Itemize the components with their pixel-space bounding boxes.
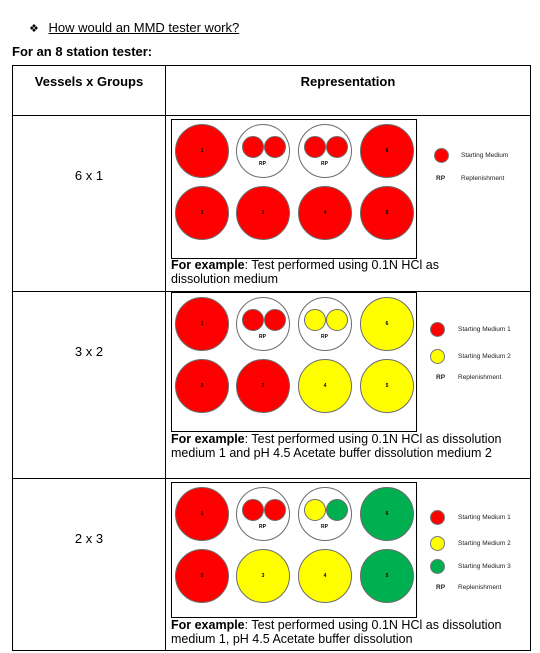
rp-label: RP [321, 161, 328, 167]
vessel-diagram: 1 RP RP 6 2 3 4 5 [171, 482, 417, 618]
header-vessels-groups: Vessels x Groups [12, 65, 166, 116]
example-label: For example [171, 432, 245, 446]
vessel-6: 6 [360, 124, 414, 178]
vessel-diagram: 1 RP RP 6 2 3 4 5 [171, 292, 417, 432]
rp-medium-dot [242, 136, 264, 158]
vessel-5: 5 [360, 186, 414, 240]
rp-medium-dot [264, 309, 286, 331]
rp-label: RP [321, 334, 328, 340]
vessel-3: 3 [236, 359, 290, 413]
vessel-2: 2 [175, 186, 229, 240]
vessel-1: 1 [175, 297, 229, 351]
example-body: : Test performed using 0.1N HCl as disso… [171, 618, 502, 646]
legend-label: Starting Medium [461, 152, 509, 159]
table-header-row: Vessels x Groups Representation [12, 65, 531, 116]
legend-rp: RP [436, 374, 446, 381]
legend-label: Replenishment [458, 584, 502, 591]
rp-medium-dot [326, 136, 348, 158]
vessel-1: 1 [175, 124, 229, 178]
legend-rp: RP [436, 584, 446, 591]
header-representation: Representation [165, 65, 531, 116]
example-body: : Test performed using 0.1N HCl as disso… [171, 432, 502, 460]
section-heading: ❖ How would an MMD tester work? [29, 20, 239, 35]
table-row: 6 x 1 1 RP RP 6 2 3 4 5 Starting Medium … [12, 115, 531, 292]
vessel-1: 1 [175, 487, 229, 541]
rp-medium-dot [304, 136, 326, 158]
vessel-3: 3 [236, 186, 290, 240]
table-row: 2 x 3 1 RP RP 6 2 3 4 5 Starting Medium … [12, 478, 531, 651]
group-label: 6 x 1 [12, 115, 166, 292]
vessel-diagram: 1 RP RP 6 2 3 4 5 [171, 119, 417, 259]
legend-label: Starting Medium 1 [458, 326, 511, 333]
legend-label: Starting Medium 2 [458, 540, 511, 547]
vessel-6: 6 [360, 297, 414, 351]
vessel-6: 6 [360, 487, 414, 541]
legend-label: Replenishment [461, 175, 505, 182]
legend-label: Starting Medium 2 [458, 353, 511, 360]
vessel-4: 4 [298, 186, 352, 240]
legend-yellow-swatch [430, 536, 445, 551]
legend-yellow-swatch [430, 349, 445, 364]
example-text: For example: Test performed using 0.1N H… [171, 432, 521, 460]
representation-cell: 1 RP RP 6 2 3 4 5 Starting Medium 1 Star… [165, 478, 531, 651]
representation-cell: 1 RP RP 6 2 3 4 5 Starting Medium 1 Star… [165, 291, 531, 479]
rp-medium-dot [264, 499, 286, 521]
legend-green-swatch [430, 559, 445, 574]
rp-medium-dot [242, 309, 264, 331]
legend-red-swatch [430, 322, 445, 337]
example-label: For example [171, 258, 245, 272]
example-body: : Test performed using 0.1N HCl as disso… [171, 258, 439, 286]
rp-medium-dot [304, 309, 326, 331]
vessel-5: 5 [360, 359, 414, 413]
legend-rp: RP [436, 175, 446, 182]
vessel-3: 3 [236, 549, 290, 603]
rp-label: RP [259, 334, 266, 340]
rp-medium-dot [242, 499, 264, 521]
vessel-2: 2 [175, 359, 229, 413]
legend-label: Replenishment [458, 374, 502, 381]
vessel-5: 5 [360, 549, 414, 603]
group-label: 2 x 3 [12, 478, 166, 651]
subheading: For an 8 station tester: [12, 44, 153, 59]
rp-label: RP [259, 161, 266, 167]
rp-label: RP [259, 524, 266, 530]
legend-red-swatch [434, 148, 449, 163]
vessel-2: 2 [175, 549, 229, 603]
legend-label: Starting Medium 1 [458, 514, 511, 521]
table-row: 3 x 2 1 RP RP 6 2 3 4 5 Starting Medium … [12, 291, 531, 479]
tester-table: Vessels x Groups Representation 6 x 1 1 … [12, 65, 531, 651]
example-text: For example: Test performed using 0.1N H… [171, 618, 521, 646]
diamond-bullet-icon: ❖ [29, 23, 39, 35]
legend-label: Starting Medium 3 [458, 563, 511, 570]
vessel-4: 4 [298, 549, 352, 603]
rp-medium-dot [326, 499, 348, 521]
example-text: For example: Test performed using 0.1N H… [171, 258, 471, 286]
representation-cell: 1 RP RP 6 2 3 4 5 Starting Medium RP Rep… [165, 115, 531, 292]
rp-medium-dot [304, 499, 326, 521]
heading-text: How would an MMD tester work? [48, 20, 240, 35]
rp-medium-dot [326, 309, 348, 331]
example-label: For example [171, 618, 245, 632]
vessel-4: 4 [298, 359, 352, 413]
rp-medium-dot [264, 136, 286, 158]
group-label: 3 x 2 [12, 291, 166, 479]
rp-label: RP [321, 524, 328, 530]
legend-red-swatch [430, 510, 445, 525]
